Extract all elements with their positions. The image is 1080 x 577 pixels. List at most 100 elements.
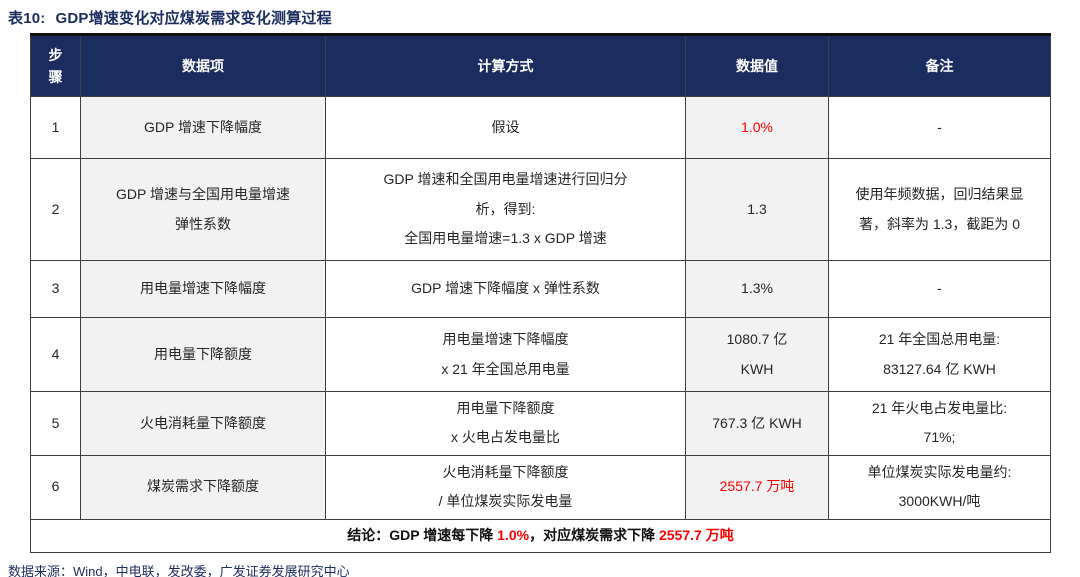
cell-value-line: 767.3 亿 KWH bbox=[712, 414, 802, 431]
cell-item-line: 弹性系数 bbox=[175, 215, 231, 232]
cell-method-line: x 火电占发电量比 bbox=[451, 429, 560, 446]
cell-method-line: x 21 年全国总用电量 bbox=[441, 360, 570, 377]
column-header-note: 备注 bbox=[828, 34, 1051, 97]
conclusion-text: ，对应煤炭需求下降 bbox=[529, 526, 659, 543]
cell-method: 用电量增速下降幅度 x 21 年全国总用电量 bbox=[325, 317, 686, 392]
cell-method-line: 全国用电量增速=1.3 x GDP 增速 bbox=[404, 230, 607, 247]
column-header-item: 数据项 bbox=[80, 34, 326, 97]
cell-note-line: 71%; bbox=[923, 429, 956, 446]
cell-item: 煤炭需求下降额度 bbox=[80, 454, 326, 520]
cell-value: 1.3% bbox=[685, 260, 829, 318]
cell-step: 4 bbox=[30, 317, 81, 392]
cell-value: 2557.7 万吨 bbox=[685, 454, 829, 520]
cell-value-line: 2557.7 万吨 bbox=[719, 478, 795, 495]
cell-step: 1 bbox=[30, 96, 81, 159]
conclusion-row: 结论：GDP 增速每下降 1.0%，对应煤炭需求下降 2557.7 万吨 bbox=[30, 518, 1051, 553]
cell-step: 5 bbox=[30, 391, 81, 456]
cell-item-line: 火电消耗量下降额度 bbox=[140, 414, 266, 431]
cell-value-line: 1080.7 亿 bbox=[726, 331, 788, 348]
table-footer: 结论：GDP 增速每下降 1.0%，对应煤炭需求下降 2557.7 万吨 bbox=[30, 518, 1051, 553]
cell-item: 用电量下降额度 bbox=[80, 317, 326, 392]
cell-method: 用电量下降额度 x 火电占发电量比 bbox=[325, 391, 686, 456]
cell-note: 使用年频数据，回归结果显 著，斜率为 1.3，截距为 0 bbox=[828, 158, 1051, 261]
cell-value-line: 1.3 bbox=[747, 200, 767, 217]
cell-step: 6 bbox=[30, 454, 81, 520]
table-row-step-2: 2 GDP 增速与全国用电量增速 弹性系数 GDP 增速和全国用电量增速进行回归分 析，… bbox=[30, 158, 1051, 261]
conclusion-highlight: 1.0% bbox=[497, 526, 530, 543]
cell-note-line: - bbox=[937, 118, 942, 135]
cell-note: - bbox=[828, 260, 1051, 318]
table-row-step-3: 3 用电量增速下降幅度 GDP 增速下降幅度 x 弹性系数 1.3% - bbox=[30, 260, 1051, 318]
cell-method: 假设 bbox=[325, 96, 686, 159]
cell-note: 单位煤炭实际发电量约: 3000KWH/吨 bbox=[828, 454, 1051, 520]
table-body: 1 GDP 增速下降幅度 假设 1.0% -2 GDP 增速与全国用电量增速 弹性系数 GDP… bbox=[30, 96, 1051, 520]
cell-value: 1080.7 亿 KWH bbox=[685, 317, 829, 392]
cell-note-line: 83127.64 亿 KWH bbox=[883, 360, 996, 377]
column-header-item-line: 数据项 bbox=[182, 57, 224, 74]
cell-method-line: 用电量下降额度 bbox=[456, 400, 555, 416]
cell-value-line: 1.3% bbox=[741, 280, 773, 297]
data-source-line: 数据来源：Wind，中电联，发改委，广发证券发展研究中心 bbox=[8, 563, 350, 577]
cell-step-line: 5 bbox=[51, 414, 60, 431]
conclusion-highlight: 2557.7 万吨 bbox=[658, 526, 734, 543]
column-header-value-line: 数据值 bbox=[736, 57, 778, 74]
table-title: 表10: GDP增速变化对应煤炭需求变化测算过程 bbox=[0, 0, 1080, 33]
cell-note-line: 单位煤炭实际发电量约: bbox=[867, 463, 1012, 480]
table-title-text: GDP增速变化对应煤炭需求变化测算过程 bbox=[55, 10, 332, 27]
cell-note-line: 使用年频数据，回归结果显 bbox=[855, 186, 1024, 203]
cell-note-line: 3000KWH/吨 bbox=[898, 493, 981, 510]
cell-note: 21 年全国总用电量: 83127.64 亿 KWH bbox=[828, 317, 1051, 392]
cell-method-line: 火电消耗量下降额度 bbox=[442, 463, 569, 480]
cell-note-line: 著，斜率为 1.3，截距为 0 bbox=[858, 215, 1021, 232]
cell-method: GDP 增速和全国用电量增速进行回归分 析，得到: 全国用电量增速=1.3 x GD… bbox=[325, 158, 686, 261]
cell-value: 1.0% bbox=[685, 96, 829, 159]
cell-item: GDP 增速与全国用电量增速 弹性系数 bbox=[80, 158, 326, 261]
calculation-table: 步骤 数据项 计算方式 数据值 备注 1 GDP 增速下降幅度 假设 1.0% - 2 GDP 增速… bbox=[30, 33, 1051, 553]
cell-method-line: 用电量增速下降幅度 bbox=[442, 331, 569, 348]
column-header-step: 步骤 bbox=[30, 34, 81, 97]
cell-value-line: 1.0% bbox=[741, 118, 773, 135]
column-header-step-line: 步 bbox=[48, 46, 63, 63]
column-header-method: 计算方式 bbox=[325, 34, 686, 97]
cell-step: 2 bbox=[30, 158, 81, 261]
cell-step-line: 2 bbox=[51, 200, 60, 217]
conclusion-text: 结论：GDP 增速每下降 bbox=[347, 526, 498, 543]
cell-note-line: - bbox=[937, 280, 942, 297]
cell-step: 3 bbox=[30, 260, 81, 318]
cell-method-line: 假设 bbox=[491, 118, 520, 135]
table-head: 步骤 数据项 计算方式 数据值 备注 bbox=[30, 34, 1051, 97]
cell-item: 火电消耗量下降额度 bbox=[80, 391, 326, 456]
cell-method-line: 析，得到: bbox=[475, 200, 536, 217]
cell-method: 火电消耗量下降额度 / 单位煤炭实际发电量 bbox=[325, 454, 686, 520]
cell-value: 1.3 bbox=[685, 158, 829, 261]
cell-value: 767.3 亿 KWH bbox=[685, 391, 829, 456]
table-header-row: 步骤 数据项 计算方式 数据值 备注 bbox=[30, 34, 1051, 97]
conclusion-cell: 结论：GDP 增速每下降 1.0%，对应煤炭需求下降 2557.7 万吨 bbox=[30, 518, 1051, 553]
cell-item: GDP 增速下降幅度 bbox=[80, 96, 326, 159]
cell-note-line: 21 年全国总用电量: bbox=[878, 331, 1001, 348]
cell-note-line: 21 年火电占发电量比: bbox=[871, 400, 1008, 416]
cell-item-line: 用电量增速下降幅度 bbox=[140, 280, 266, 297]
cell-method: GDP 增速下降幅度 x 弹性系数 bbox=[325, 260, 686, 318]
cell-step-line: 6 bbox=[51, 478, 60, 495]
cell-method-line: GDP 增速和全国用电量增速进行回归分 bbox=[383, 171, 628, 188]
cell-note: - bbox=[828, 96, 1051, 159]
cell-item: 用电量增速下降幅度 bbox=[80, 260, 326, 318]
table-row-step-4: 4 用电量下降额度 用电量增速下降幅度 x 21 年全国总用电量 1080.7 亿 KWH… bbox=[30, 317, 1051, 392]
cell-step-line: 4 bbox=[51, 345, 60, 362]
table-row-step-1: 1 GDP 增速下降幅度 假设 1.0% - bbox=[30, 96, 1051, 159]
cell-method-line: / 单位煤炭实际发电量 bbox=[438, 493, 573, 510]
column-header-value: 数据值 bbox=[685, 34, 829, 97]
table-title-label: 表10: bbox=[8, 10, 46, 27]
cell-note: 21 年火电占发电量比: 71%; bbox=[828, 391, 1051, 456]
cell-item-line: 用电量下降额度 bbox=[154, 345, 252, 362]
cell-step-line: 3 bbox=[51, 280, 60, 297]
column-header-step-line: 骤 bbox=[48, 69, 63, 85]
column-header-note-line: 备注 bbox=[925, 57, 954, 74]
cell-item-line: 煤炭需求下降额度 bbox=[147, 478, 259, 495]
table-row-step-6: 6 煤炭需求下降额度 火电消耗量下降额度 / 单位煤炭实际发电量 2557.7 万吨 单位… bbox=[30, 454, 1051, 520]
cell-step-line: 1 bbox=[51, 118, 60, 135]
table-row-step-5: 5 火电消耗量下降额度 用电量下降额度 x 火电占发电量比 767.3 亿 KWH 21 … bbox=[30, 391, 1051, 456]
cell-item-line: GDP 增速下降幅度 bbox=[144, 118, 262, 135]
